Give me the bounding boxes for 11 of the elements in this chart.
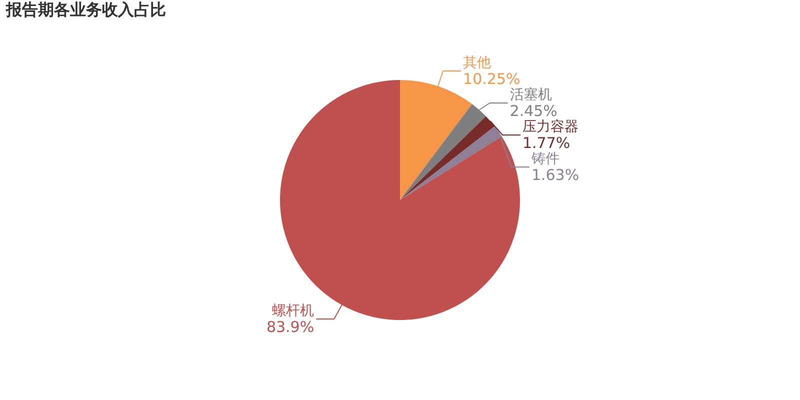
slice-label: 其他 — [463, 54, 492, 71]
slice-label: 螺杆机 — [272, 302, 314, 319]
data-label: 2.45% — [510, 102, 558, 120]
data-label: 83.9% — [266, 318, 314, 336]
data-label: 1.77% — [522, 134, 570, 152]
slice-label: 活塞机 — [510, 86, 552, 103]
data-label: 10.25% — [463, 70, 520, 88]
data-label: 1.63% — [531, 166, 580, 184]
text: 报告期各业务收入占比 — [5, 0, 166, 19]
slice-label: 压力容器 — [522, 118, 578, 135]
slice-label: 铸件 — [530, 150, 560, 167]
